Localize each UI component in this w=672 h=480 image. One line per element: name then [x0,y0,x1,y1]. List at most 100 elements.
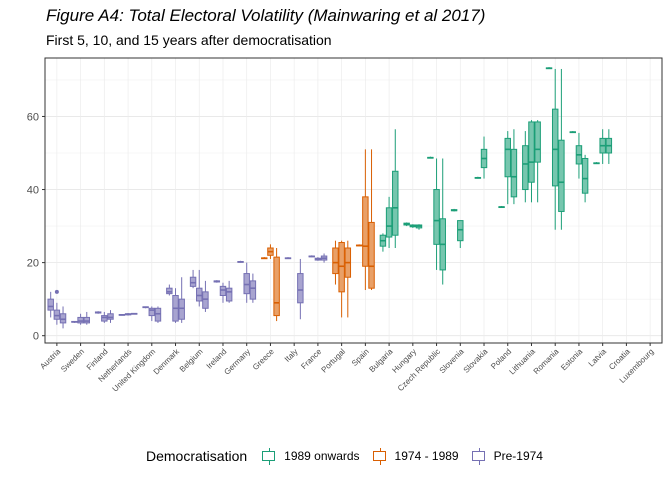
x-tick-label-sweden: Sweden [59,347,86,374]
boxes [47,67,613,329]
box-romania-3 [558,68,565,230]
box-spain-2 [362,149,369,291]
box-iqr [243,273,250,295]
box-iqr [338,242,345,293]
box-iqr [47,298,54,311]
box-estonia-3 [581,154,589,203]
box-iqr [154,307,162,322]
box-iqr [522,145,529,191]
box-portugal-1 [332,240,339,285]
box-iqr [510,148,518,198]
box-netherlands-3 [130,312,138,315]
x-tick-label-estonia: Estonia [559,347,585,373]
box-iqr [101,315,108,322]
x-tick-label-germany: Germany [222,347,252,377]
box-poland-1 [498,205,505,209]
box-iqr [433,189,440,245]
box-poland-3 [510,129,518,205]
box-iqr [77,316,84,324]
legend-key-1974-1989 [372,447,389,465]
x-tick-label-slovakia: Slovakia [462,347,490,375]
box-slovenia-2 [457,220,464,248]
x-tick-label-romania: Romania [532,347,561,376]
box-belgium-2 [196,269,203,307]
legend-item-pre-1974: Pre-1974 [471,447,543,465]
box-iqr [558,139,565,212]
box-iqr [189,276,197,287]
box-united-kingdom-3 [154,306,162,323]
boxplot-chart: 0 20 40 60 AustriaSwedenFinlandNetherlandsU… [27,57,663,394]
box-iqr [392,170,399,236]
y-axis: 0 20 40 60 [27,111,45,343]
box-iqr [368,221,375,289]
chart-title: Figure A4: Total Electoral Volatility (M… [46,6,486,25]
box-finland-3 [107,310,114,323]
box-ireland-2 [219,282,227,303]
x-tick-label-italy: Italy [283,347,300,364]
plot-panel [44,57,663,344]
box-austria-2 [53,289,61,325]
box-hungary-2 [409,224,417,228]
y-tick-label: 60 [27,111,39,123]
outlier-point [54,289,59,294]
box-germany-2 [243,262,250,303]
box-portugal-2 [338,240,345,318]
box-denmark-2 [172,288,179,323]
box-romania-1 [545,67,553,70]
box-iqr [148,307,156,317]
box-finland-2 [101,311,108,323]
box-latvia-2 [599,129,606,164]
box-iqr [332,247,339,275]
legend-item-1989-onwards: 1989 onwards [261,447,360,465]
box-denmark-3 [178,277,185,323]
box-hungary-1 [403,222,410,227]
box-lithuania-2 [528,120,535,203]
box-greece-1 [261,257,268,260]
box-austria-3 [59,306,67,329]
chart-subtitle: First 5, 10, and 15 years after democrat… [46,32,332,48]
box-germany-1 [237,260,244,263]
grid-lines [45,58,662,343]
box-latvia-3 [605,129,613,164]
box-greece-2 [267,244,274,259]
box-iqr [385,207,393,238]
x-tick-label-denmark: Denmark [152,346,182,376]
box-iqr [504,137,511,178]
box-latvia-1 [593,162,600,165]
box-sweden-3 [83,311,90,325]
box-czech-republic-2 [433,158,440,270]
legend-label-pre-1974: Pre-1974 [493,449,543,463]
box-germany-3 [249,273,257,303]
box-iqr [59,313,67,324]
box-iqr [249,280,257,300]
box-france-3 [320,253,328,263]
box-united-kingdom-1 [142,306,149,309]
box-slovakia-2 [480,136,488,179]
legend-item-1974-1989: 1974 - 1989 [372,447,459,465]
x-tick-label-greece: Greece [251,347,276,372]
box-united-kingdom-2 [148,306,156,322]
box-iqr [457,220,464,242]
box-estonia-2 [575,132,583,179]
x-tick-label-latvia: Latvia [587,347,609,369]
box-greece-3 [273,248,280,322]
box-sweden-2 [77,313,84,325]
x-tick-label-slovenia: Slovenia [438,347,466,375]
box-czech-republic-3 [439,158,446,285]
box-belgium-1 [189,269,197,289]
box-bulgaria-2 [385,196,393,248]
box-spain-3 [368,149,375,291]
x-tick-label-spain: Spain [350,347,371,368]
x-tick-label-united-kingdom: United Kingdom [111,347,158,394]
box-iqr [225,287,233,302]
box-iqr [362,196,369,267]
legend-label-1989-onwards: 1989 onwards [284,449,360,463]
box-iqr [219,285,227,297]
y-tick-label: 0 [33,331,39,343]
box-sweden-1 [71,320,78,323]
box-slovakia-1 [474,176,482,179]
box-france-2 [314,257,322,261]
box-iqr [581,157,589,194]
box-belgium-3 [202,280,209,312]
box-italy-1 [284,257,292,260]
